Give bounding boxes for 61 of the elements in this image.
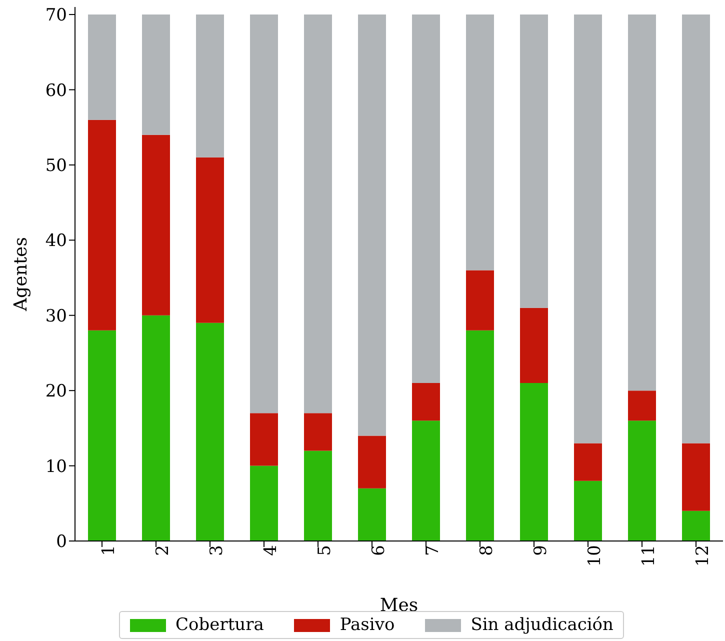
bar (304, 14, 332, 414)
bar (682, 14, 710, 444)
x-tick-label: 1 (99, 545, 120, 556)
bar (682, 443, 710, 511)
bar (574, 480, 602, 541)
x-tick-label: 3 (207, 545, 228, 556)
y-tick-label: 0 (56, 532, 67, 552)
x-tick-label: 10 (585, 545, 606, 567)
bar (196, 14, 224, 158)
bar (196, 322, 224, 541)
x-tick-label: 4 (261, 545, 282, 556)
bar (88, 14, 116, 120)
y-tick-label: 10 (45, 456, 67, 477)
bar (88, 120, 116, 330)
bar (250, 14, 278, 414)
legend-label: Cobertura (176, 615, 264, 635)
bar (412, 383, 440, 421)
y-tick-label: 20 (45, 382, 67, 402)
bar (520, 308, 548, 384)
y-tick-label: 70 (45, 6, 67, 26)
x-tick-label: 2 (153, 545, 174, 556)
bar (412, 14, 440, 384)
x-tick-label: 12 (693, 545, 714, 567)
bar (196, 157, 224, 323)
bar (628, 420, 656, 541)
bar (358, 14, 386, 436)
bar (88, 330, 116, 541)
bar (304, 413, 332, 451)
bar (358, 436, 386, 488)
bar (574, 14, 602, 444)
bar (682, 510, 710, 541)
bar (574, 443, 602, 481)
bar (628, 390, 656, 421)
y-tick-label: 50 (45, 156, 67, 176)
x-tick-label: 11 (639, 545, 660, 567)
bar (466, 14, 494, 270)
x-tick-label: 9 (531, 545, 552, 556)
bar (466, 270, 494, 330)
x-tick-label: 5 (315, 545, 336, 556)
bar (142, 134, 170, 316)
x-tick-label: 7 (423, 545, 444, 556)
bar (520, 383, 548, 541)
bar (628, 14, 656, 391)
bar (358, 488, 386, 541)
bar (466, 330, 494, 541)
bar (250, 413, 278, 466)
bar (304, 450, 332, 541)
bar (142, 315, 170, 541)
y-tick-label: 60 (45, 80, 67, 101)
bar (250, 466, 278, 541)
legend-label: Sin adjudicación (470, 615, 614, 635)
x-axis-title: Mes (380, 595, 418, 616)
bar (412, 420, 440, 541)
y-tick-label: 30 (45, 306, 67, 326)
legend-label: Pasivo (340, 615, 395, 635)
bar (520, 14, 548, 308)
x-tick-label: 8 (477, 545, 498, 556)
bar (142, 14, 170, 135)
y-axis-title: Agentes (10, 237, 32, 312)
x-tick-label: 6 (369, 545, 390, 556)
y-tick-label: 40 (45, 231, 67, 252)
